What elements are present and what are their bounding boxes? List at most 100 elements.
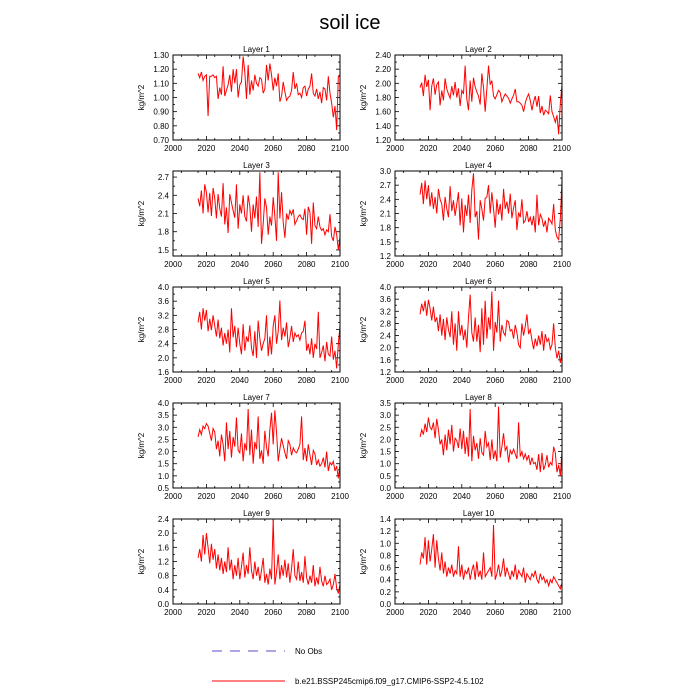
x-tick-label: 2020	[198, 260, 216, 269]
x-tick-label: 2060	[264, 492, 282, 501]
y-tick-label: 3.5	[380, 399, 392, 408]
x-tick-label: 2080	[520, 144, 538, 153]
legend-obs-label: No Obs	[295, 647, 322, 656]
x-tick-label: 2020	[198, 492, 216, 501]
x-tick-label: 2100	[553, 608, 571, 617]
x-tick-label: 2100	[331, 608, 349, 617]
series-line	[419, 65, 563, 135]
x-tick-label: 2000	[386, 608, 404, 617]
y-tick-label: 1.5	[380, 238, 392, 247]
y-tick-label: 2.4	[158, 340, 170, 349]
y-tick-label: 1.5	[158, 246, 170, 255]
panel-layer-4: Layer 4 2000 2020 2040 2060 2080 2100 1.2 1.5 1.8…	[359, 161, 571, 269]
x-tick-label: 2100	[553, 376, 571, 385]
x-tick-label: 2020	[420, 492, 438, 501]
panel-title: Layer 2	[465, 45, 492, 54]
y-tick-label: 1.20	[375, 136, 391, 145]
y-tick-label: 0.5	[380, 472, 392, 481]
y-tick-label: 2.8	[380, 319, 392, 328]
y-tick-label: 0.5	[158, 484, 170, 493]
x-tick-label: 2040	[453, 144, 471, 153]
x-tick-label: 2060	[486, 144, 504, 153]
y-tick-label: 3.0	[380, 167, 392, 176]
series-line	[197, 518, 341, 594]
y-tick-label: 1.0	[380, 539, 392, 548]
x-tick-label: 2040	[231, 376, 249, 385]
y-tick-label: 1.6	[380, 356, 392, 365]
y-tick-label: 2.0	[158, 448, 170, 457]
y-axis-label: kg/m^2	[137, 200, 146, 226]
y-tick-label: 2.4	[158, 515, 170, 524]
panel-layer-3: Layer 3 2000 2020 2040 2060 2080 2100 1.5 1.8 2.1…	[137, 161, 349, 269]
y-tick-label: 1.40	[375, 122, 391, 131]
y-axis-label: kg/m^2	[359, 316, 368, 342]
series-line	[419, 291, 563, 363]
y-tick-label: 3.2	[158, 311, 170, 320]
x-tick-label: 2060	[264, 260, 282, 269]
x-tick-label: 2060	[264, 376, 282, 385]
plot-frame	[394, 54, 563, 141]
x-tick-label: 2000	[164, 376, 182, 385]
x-tick-label: 2100	[331, 260, 349, 269]
y-tick-label: 2.0	[158, 354, 170, 363]
x-tick-label: 2040	[231, 492, 249, 501]
y-tick-label: 1.8	[380, 224, 392, 233]
y-tick-label: 2.7	[380, 181, 392, 190]
y-tick-label: 2.1	[380, 210, 392, 219]
plot-frame	[172, 402, 341, 489]
series-line	[197, 300, 341, 369]
y-tick-label: 2.0	[380, 435, 392, 444]
x-tick-label: 2000	[164, 144, 182, 153]
x-tick-label: 2000	[164, 260, 182, 269]
x-tick-label: 2040	[231, 144, 249, 153]
y-tick-label: 3.5	[158, 411, 170, 420]
y-tick-label: 3.6	[380, 295, 392, 304]
y-tick-label: 1.30	[153, 51, 169, 60]
x-tick-label: 2040	[453, 376, 471, 385]
panel-title: Layer 3	[243, 161, 270, 170]
y-tick-label: 2.0	[380, 344, 392, 353]
series-line	[419, 525, 563, 591]
panel-layer-8: Layer 8 2000 2020 2040 2060 2080 2100 0.0 0.5 1.0…	[359, 393, 571, 501]
y-tick-label: 1.2	[380, 368, 392, 377]
panel-title: Layer 10	[463, 509, 495, 518]
x-tick-label: 2080	[298, 608, 316, 617]
x-tick-label: 2040	[453, 492, 471, 501]
x-tick-label: 2040	[453, 608, 471, 617]
x-tick-label: 2100	[331, 376, 349, 385]
panel-layer-10: Layer 10 2000 2020 2040 2060 2080 2100 0.0 0.2 0.…	[359, 509, 571, 617]
y-tick-label: 1.6	[158, 543, 170, 552]
y-tick-label: 1.4	[380, 515, 392, 524]
x-tick-label: 2100	[553, 260, 571, 269]
panel-title: Layer 6	[465, 277, 492, 286]
y-tick-label: 0.0	[380, 484, 392, 493]
panel-layer-7: Layer 7 2000 2020 2040 2060 2080 2100 0.5 1.0 1.5…	[137, 393, 349, 501]
x-tick-label: 2060	[264, 608, 282, 617]
plot-frame	[394, 518, 563, 605]
y-tick-label: 3.0	[380, 411, 392, 420]
y-tick-label: 3.6	[158, 297, 170, 306]
y-tick-label: 2.1	[158, 210, 170, 219]
y-tick-label: 1.20	[153, 65, 169, 74]
y-tick-label: 1.0	[380, 460, 392, 469]
y-tick-label: 0.0	[158, 600, 170, 609]
x-tick-label: 2000	[386, 376, 404, 385]
x-tick-label: 2060	[486, 260, 504, 269]
y-tick-label: 0.70	[153, 136, 169, 145]
x-tick-label: 2040	[231, 260, 249, 269]
plot-frame	[172, 170, 341, 257]
x-tick-label: 2020	[198, 144, 216, 153]
x-tick-label: 2020	[198, 376, 216, 385]
panel-layer-2: Layer 2 2000 2020 2040 2060 2080 2100 1.20 1.40 1…	[359, 45, 571, 153]
y-tick-label: 2.5	[380, 423, 392, 432]
y-axis-label: kg/m^2	[137, 432, 146, 458]
x-tick-label: 2000	[386, 144, 404, 153]
y-tick-label: 0.90	[153, 108, 169, 117]
y-tick-label: 1.8	[158, 228, 170, 237]
x-tick-label: 2020	[420, 260, 438, 269]
x-tick-label: 2020	[420, 376, 438, 385]
y-tick-label: 1.6	[158, 368, 170, 377]
y-tick-label: 1.0	[158, 472, 170, 481]
x-tick-label: 2040	[453, 260, 471, 269]
plot-frame	[172, 286, 341, 373]
